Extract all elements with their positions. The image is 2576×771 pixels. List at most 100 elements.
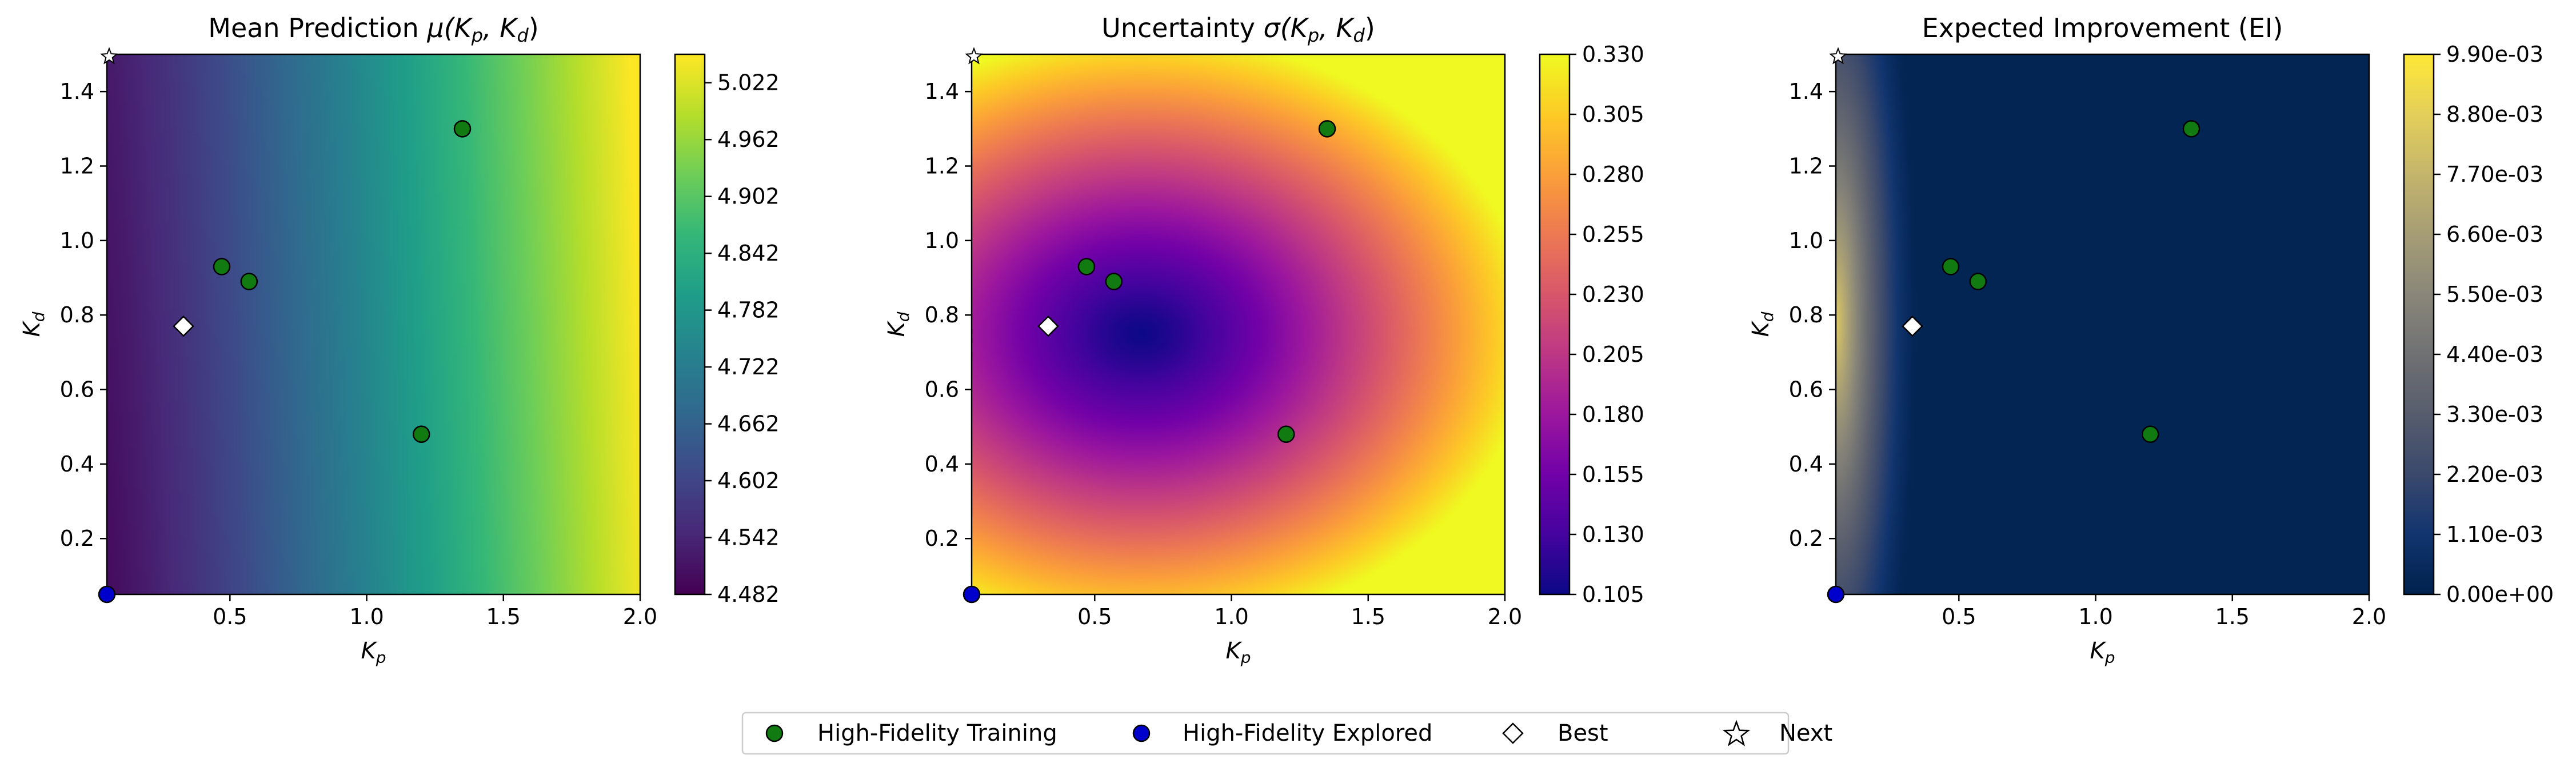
x-tick-label: 2.0 — [1488, 604, 1522, 629]
y-axis-label-sub: d — [894, 311, 913, 322]
axes-frame — [1835, 53, 2370, 596]
colorbar-tick-label: 4.602 — [717, 468, 780, 493]
x-axis-label-main: K — [2090, 638, 2106, 664]
y-tick-label: 1.2 — [925, 154, 959, 179]
x-tick-label: 2.0 — [2352, 604, 2386, 629]
legend-marker-next — [1722, 720, 1751, 746]
y-tick-label: 0.4 — [1789, 452, 1823, 477]
next-point — [1829, 47, 1847, 65]
colorbar-tick-label: 7.70e-03 — [2446, 162, 2543, 187]
y-tick-label: 0.2 — [925, 526, 959, 551]
x-tick-label: 0.5 — [1942, 604, 1976, 629]
chart-panel-1: Mean Prediction μ(Kp, Kd)0.5 1.0 1.5 2.00.2… — [19, 13, 780, 667]
x-axis-label-sub: p — [2104, 648, 2115, 667]
colorbar-tick-label: 4.842 — [717, 241, 780, 266]
training-point — [1105, 273, 1123, 290]
colorbar-tick-label: 8.80e-03 — [2446, 102, 2543, 127]
colorbar-tick-label: 5.022 — [717, 70, 780, 95]
title-sub: p — [1307, 25, 1319, 46]
colorbar-tick-label: 0.255 — [1582, 222, 1644, 247]
explored-point — [1827, 585, 1845, 604]
title-text: Uncertainty — [1101, 13, 1263, 43]
colorbar-frame — [1539, 53, 1571, 596]
colorbar-tick-label: 4.40e-03 — [2446, 342, 2543, 367]
colorbar-tick-label: 0.205 — [1582, 342, 1644, 367]
chart-title: Expected Improvement (EI) — [1922, 13, 2283, 43]
training-point — [2141, 425, 2159, 444]
legend-label: Next — [1779, 720, 1832, 746]
colorbar-tick-label: 9.90e-03 — [2446, 42, 2543, 67]
y-tick-label: 1.0 — [60, 228, 94, 253]
y-tick-label: 0.4 — [60, 452, 94, 477]
title-text: Mean Prediction — [208, 13, 427, 43]
x-tick-label: 1.0 — [1214, 604, 1248, 629]
best-point — [1037, 315, 1059, 337]
explored-point — [98, 585, 116, 604]
training-point — [1318, 120, 1336, 138]
x-axis-label-main: K — [361, 638, 377, 664]
title-math-mid: , K — [483, 13, 519, 43]
next-point — [965, 47, 983, 65]
legend-label: High-Fidelity Training — [817, 720, 1057, 746]
x-tick-label: 2.0 — [623, 604, 657, 629]
legend-frame — [741, 712, 1790, 755]
y-axis-label-main: K — [19, 321, 45, 337]
y-tick-label: 0.4 — [925, 452, 959, 477]
training-point — [1942, 258, 1960, 275]
colorbar-tick-label: 4.482 — [717, 582, 780, 607]
heatmap-image — [1836, 54, 2369, 594]
colorbar-tick-label: 0.130 — [1582, 522, 1644, 547]
y-tick-label: 0.8 — [60, 302, 94, 327]
colorbar-tick-label: 0.280 — [1582, 162, 1644, 187]
colorbar-tick-label: 0.305 — [1582, 102, 1644, 127]
explored-point — [962, 585, 981, 604]
y-axis-label: Kd — [884, 311, 913, 337]
legend-label: High-Fidelity Explored — [1183, 720, 1432, 746]
x-tick-label: 0.5 — [213, 604, 247, 629]
colorbar-tick-label: 0.00e+00 — [2446, 582, 2554, 607]
colorbar-tick-label: 0.180 — [1582, 402, 1644, 427]
y-tick-label: 1.0 — [925, 228, 959, 253]
colorbar-tick-label: 4.662 — [717, 412, 780, 437]
best-point — [173, 315, 194, 337]
title-math-end: ) — [1365, 13, 1375, 43]
x-axis-label-sub: p — [376, 648, 386, 667]
x-axis-label: Kp — [1225, 638, 1251, 667]
x-axis-label-main: K — [1225, 638, 1242, 664]
y-tick-label: 0.2 — [60, 526, 94, 551]
colorbar-tick-label: 4.542 — [717, 525, 780, 550]
x-axis-label: Kp — [361, 638, 386, 667]
heatmap-image — [972, 54, 1505, 594]
chart-title: Uncertainty σ(Kp, Kd) — [1101, 13, 1375, 46]
y-axis-label-main: K — [884, 321, 910, 337]
chart-title: Mean Prediction μ(Kp, Kd) — [208, 13, 538, 46]
colorbar-frame — [2403, 53, 2435, 596]
training-point — [453, 120, 472, 138]
x-axis-label-sub: p — [1240, 648, 1251, 667]
colorbar-tick-label: 0.105 — [1582, 582, 1644, 607]
y-tick-label: 1.2 — [60, 154, 94, 179]
title-sub: d — [517, 25, 529, 46]
axes-frame — [106, 53, 641, 596]
chart-panel-2: Uncertainty σ(Kp, Kd)0.5 1.0 1.5 2.00.20.40… — [884, 13, 1644, 667]
y-tick-label: 1.0 — [1789, 228, 1823, 253]
y-tick-label: 1.2 — [1789, 154, 1823, 179]
y-tick-label: 0.8 — [1789, 302, 1823, 327]
y-axis-label-sub: d — [1758, 311, 1777, 322]
training-point — [1969, 273, 1987, 290]
y-tick-label: 1.4 — [1789, 79, 1823, 104]
colorbar-tick-label: 4.962 — [717, 127, 780, 152]
colorbar-frame — [674, 53, 706, 596]
colorbar-tick-label: 2.20e-03 — [2446, 462, 2543, 487]
x-tick-label: 1.5 — [1351, 604, 1385, 629]
title-math: σ(K — [1264, 13, 1310, 43]
legend-label: Best — [1557, 720, 1608, 746]
legend-marker-1 — [765, 724, 784, 742]
best-point — [1902, 315, 1923, 337]
y-tick-label: 0.6 — [925, 377, 959, 402]
y-tick-label: 0.8 — [925, 302, 959, 327]
y-tick-label: 1.4 — [60, 79, 94, 104]
training-point — [240, 273, 258, 290]
y-tick-label: 0.6 — [60, 377, 94, 402]
